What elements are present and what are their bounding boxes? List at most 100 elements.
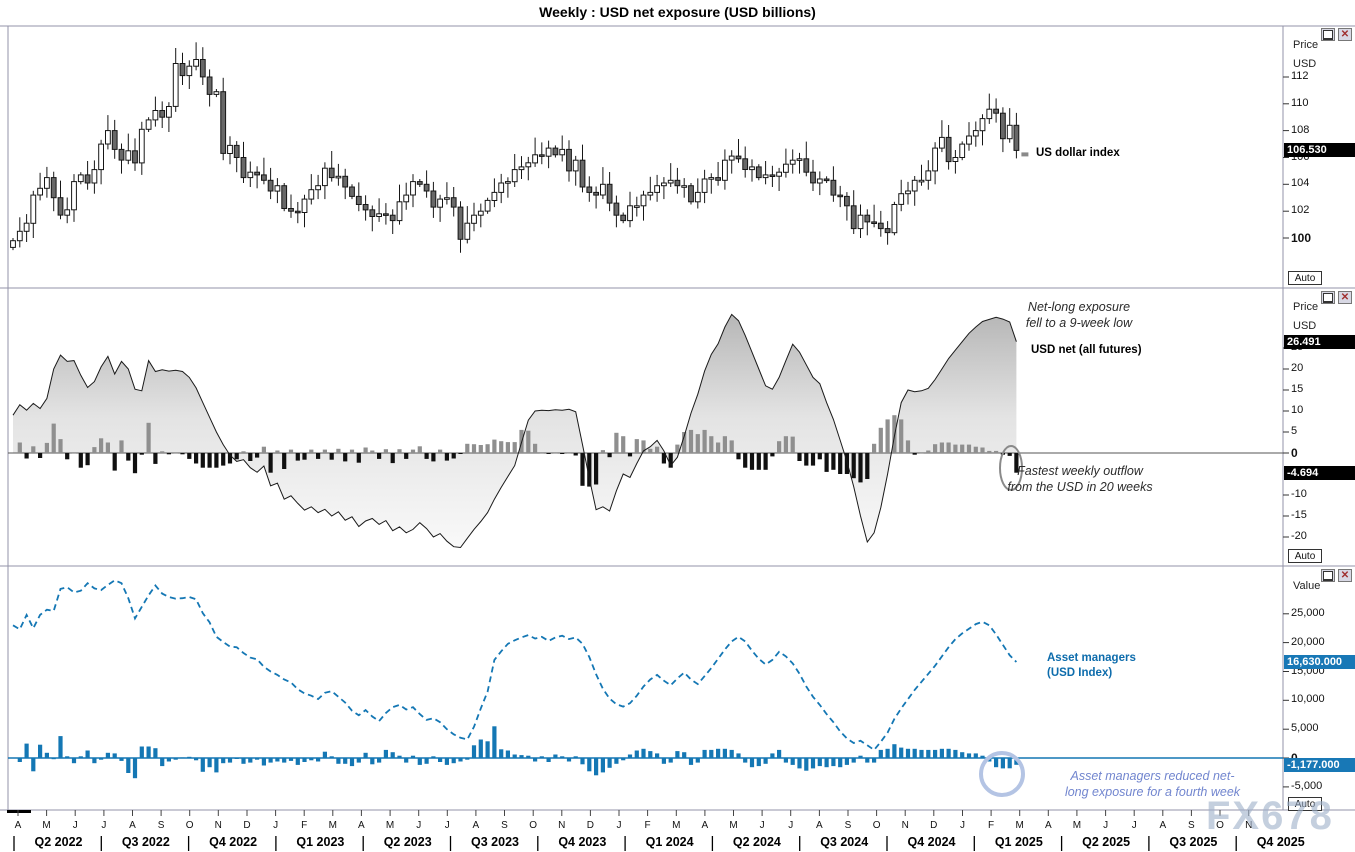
weekly-change-bar — [173, 452, 178, 454]
weekly-change-bar — [756, 758, 761, 767]
weekly-change-bar — [641, 748, 646, 758]
axis-unit-usd-2: USD — [1293, 320, 1317, 332]
candle-up — [783, 163, 789, 173]
weekly-change-bar — [329, 756, 334, 758]
y-axis-tick-label: 100 — [1291, 231, 1312, 245]
candle-up — [193, 59, 199, 67]
weekly-change-bar — [119, 758, 124, 761]
weekly-change-bar — [478, 739, 483, 758]
close-button-1[interactable]: ✕ — [1338, 28, 1352, 41]
month-label: M — [42, 820, 51, 831]
candle-down — [342, 175, 349, 188]
candle-down — [803, 158, 810, 173]
candle-up — [477, 210, 484, 216]
month-label: A — [1044, 820, 1052, 831]
weekly-change-bar — [363, 447, 368, 453]
candle-down — [261, 174, 267, 181]
weekly-change-bar — [512, 754, 517, 758]
weekly-change-bar — [160, 451, 165, 453]
month-label: S — [501, 820, 508, 831]
candle-down — [993, 108, 1000, 114]
weekly-change-bar — [255, 453, 260, 458]
weekly-change-bar — [790, 758, 795, 765]
candle-down — [674, 179, 681, 187]
weekly-change-bar — [417, 446, 422, 453]
candle-down — [355, 195, 362, 205]
auto-scale-button-2[interactable]: Auto — [1288, 549, 1322, 563]
weekly-change-bar — [763, 453, 768, 470]
weekly-change-bar — [743, 453, 748, 468]
weekly-change-bar — [960, 444, 965, 453]
weekly-change-bar — [594, 453, 599, 485]
candle-down — [383, 213, 389, 216]
candle-down — [423, 183, 430, 192]
candle-up — [403, 194, 410, 203]
weekly-change-bar — [987, 450, 992, 453]
restore-button-1[interactable] — [1321, 28, 1335, 41]
weekly-change-bar — [85, 750, 90, 758]
weekly-change-bar — [634, 750, 639, 758]
weekly-change-bar — [885, 419, 890, 453]
auto-scale-button-3[interactable]: Auto — [1288, 797, 1322, 811]
weekly-change-bar — [865, 453, 870, 479]
weekly-change-bar — [770, 453, 775, 457]
weekly-change-bar — [492, 726, 497, 758]
weekly-change-bar — [410, 755, 416, 758]
candle-down — [606, 183, 613, 204]
auto-scale-button-1[interactable]: Auto — [1288, 271, 1322, 285]
weekly-change-bar — [499, 441, 504, 453]
candle-down — [457, 206, 464, 240]
weekly-change-bar — [899, 419, 904, 453]
month-label: A — [472, 820, 480, 831]
weekly-change-bar — [431, 756, 436, 758]
weekly-change-bar — [146, 422, 151, 453]
weekly-change-bar — [851, 758, 856, 763]
candle-up — [972, 130, 979, 137]
weekly-change-bar — [688, 429, 694, 453]
close-button-3[interactable]: ✕ — [1338, 569, 1352, 582]
candle-up — [444, 197, 450, 200]
candle-up — [511, 169, 518, 183]
weekly-change-bar — [397, 449, 402, 453]
candle-down — [810, 171, 816, 184]
weekly-change-bar — [71, 758, 77, 764]
candle-down — [233, 144, 240, 158]
weekly-change-bar — [533, 758, 538, 762]
weekly-change-bar — [777, 749, 782, 758]
month-label: A — [816, 820, 823, 831]
asset-managers-dashed-line — [12, 579, 1018, 752]
weekly-change-bar — [194, 453, 199, 464]
candle-down — [254, 171, 260, 176]
weekly-change-bar — [207, 758, 212, 768]
weekly-change-bar — [722, 436, 727, 453]
weekly-change-bar — [221, 453, 226, 466]
weekly-change-bar — [580, 453, 585, 486]
weekly-change-bar — [505, 442, 510, 453]
restore-button-2[interactable] — [1321, 291, 1335, 304]
month-label: D — [243, 820, 251, 831]
weekly-change-bar — [519, 755, 524, 758]
y-axis-tick-label: 5 — [1291, 425, 1298, 437]
weekly-change-bar — [594, 758, 599, 776]
candle-down — [220, 91, 227, 154]
weekly-change-bar — [763, 758, 768, 764]
quarter-label: Q4 2022 — [209, 835, 258, 849]
month-label: N — [901, 820, 909, 831]
weekly-change-bar — [716, 442, 721, 453]
candle-up — [959, 143, 966, 159]
close-icon: ✕ — [1340, 28, 1350, 40]
usd-net-change-bars — [17, 415, 1019, 487]
month-label: D — [930, 820, 938, 831]
candle-down — [613, 202, 620, 216]
close-button-2[interactable]: ✕ — [1338, 291, 1352, 304]
weekly-change-bar — [78, 756, 83, 758]
weekly-change-bar — [566, 758, 572, 762]
weekly-change-bar — [675, 444, 680, 453]
weekly-change-bar — [99, 438, 104, 453]
weekly-change-bar — [648, 448, 653, 453]
restore-button-3[interactable] — [1321, 569, 1335, 582]
weekly-change-bar — [424, 758, 429, 764]
weekly-change-bar — [268, 758, 273, 763]
weekly-change-bar — [343, 453, 348, 462]
